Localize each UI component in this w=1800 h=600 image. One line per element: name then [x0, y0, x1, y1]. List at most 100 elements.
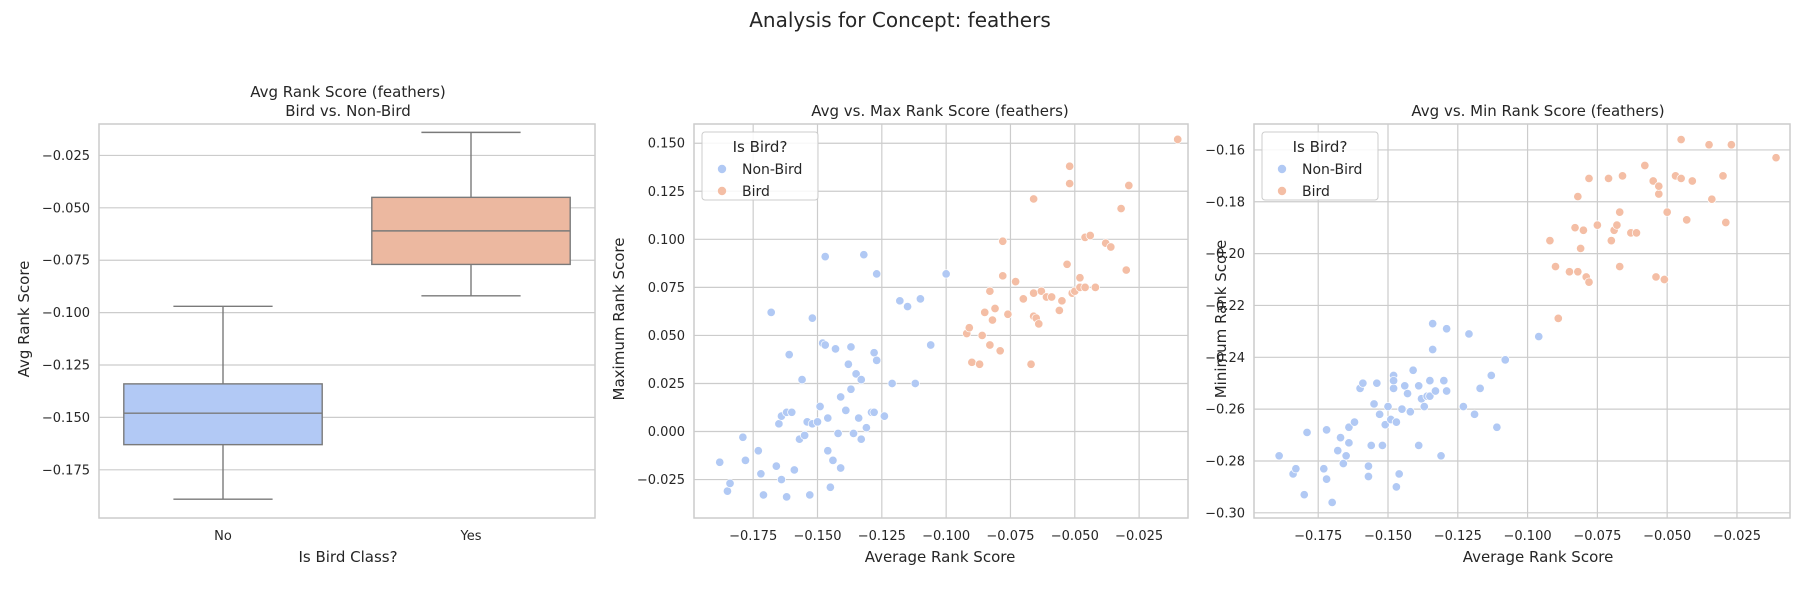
boxplot-ylabel: Avg Rank Score [15, 261, 33, 378]
point-bird [1003, 309, 1013, 319]
point-non-bird [1380, 420, 1390, 430]
point-bird [1584, 277, 1594, 287]
point-bird [1573, 192, 1583, 202]
scatter-min-xtick-label: −0.175 [1294, 529, 1342, 544]
point-non-bird [797, 375, 807, 385]
point-non-bird [1322, 474, 1332, 484]
point-non-bird [1405, 407, 1415, 417]
point-bird [980, 307, 990, 317]
point-bird [1029, 288, 1039, 298]
point-non-bird [1389, 383, 1399, 393]
scatter-max-ytick-label: −0.025 [637, 473, 685, 488]
scatter-max-frame [693, 123, 1189, 519]
point-non-bird [872, 355, 882, 365]
point-bird [1553, 313, 1563, 323]
point-non-bird [738, 432, 748, 442]
point-non-bird [1375, 409, 1385, 419]
point-bird [985, 340, 995, 350]
box-non-bird [123, 383, 323, 446]
point-bird [1029, 194, 1039, 204]
point-non-bird [843, 359, 853, 369]
point-non-bird [1394, 469, 1404, 479]
point-non-bird [869, 348, 879, 358]
point-bird [1592, 220, 1602, 230]
point-bird [1578, 225, 1588, 235]
scatter-min-legend-label: Bird [1302, 184, 1330, 200]
point-bird [1124, 180, 1134, 191]
boxplot-ytick-label: −0.025 [42, 149, 90, 164]
point-bird [987, 315, 998, 325]
scatter-max-ytick-label: 0.100 [648, 233, 685, 248]
point-bird [1054, 305, 1064, 315]
point-non-bird [887, 378, 897, 389]
point-non-bird [740, 455, 751, 465]
boxplot-xtick-label: No [214, 529, 232, 544]
point-bird [1576, 243, 1586, 253]
point-bird [1687, 176, 1697, 186]
point-non-bird [1366, 440, 1376, 450]
scatter-max-title: Avg vs. Max Rank Score (feathers) [811, 102, 1069, 120]
boxplot-ytick-label: −0.050 [42, 201, 90, 216]
scatter-max-xtick-label: −0.075 [986, 529, 1034, 544]
point-bird [1651, 272, 1661, 282]
point-bird [1173, 134, 1183, 144]
point-non-bird [872, 269, 882, 279]
point-non-bird [861, 423, 871, 433]
scatter-min-legend-box [1261, 131, 1379, 201]
scatter-min-xtick-label: −0.100 [1504, 529, 1552, 544]
scatter-max-legend-marker [717, 164, 727, 174]
scatter-min-xlabel: Average Rank Score [1463, 548, 1614, 566]
scatter-max-xtick-label: −0.025 [1115, 529, 1163, 544]
point-bird [1676, 135, 1686, 145]
scatter-min-frame [1253, 123, 1791, 519]
scatter-min-legend-marker [1277, 186, 1287, 196]
scatter-min-xtick-label: −0.150 [1364, 529, 1412, 544]
point-non-bird [784, 350, 794, 360]
boxplot-xlabel: Is Bird Class? [298, 548, 397, 566]
point-non-bird [856, 434, 866, 444]
point-non-bird [1425, 376, 1435, 386]
point-non-bird [1333, 446, 1343, 456]
point-non-bird [1402, 389, 1413, 399]
point-bird [1584, 173, 1594, 183]
point-non-bird [1291, 464, 1301, 474]
scatter-max-legend-box [701, 131, 819, 201]
point-bird [964, 323, 974, 333]
point-non-bird [1475, 383, 1485, 393]
scatter-max-panel: Avg vs. Max Rank Score (feathers) Averag… [610, 102, 1189, 566]
point-non-bird [836, 463, 846, 473]
point-non-bird [776, 475, 787, 485]
point-bird [1654, 189, 1664, 199]
scatter-min-ytick-label: −0.18 [1205, 195, 1245, 210]
point-non-bird [1486, 370, 1496, 380]
boxplot-ytick-label: −0.150 [42, 411, 90, 426]
point-bird [1631, 228, 1642, 238]
boxplot-xtick-label: Yes [460, 529, 482, 544]
point-non-bird [1383, 401, 1393, 412]
point-bird [1116, 204, 1126, 214]
boxplot-ytick-label: −0.100 [42, 306, 90, 321]
scatter-max-ylabel: Maximum Rank Score [610, 238, 628, 401]
scatter-min-ytick-label: −0.30 [1205, 506, 1245, 521]
point-non-bird [1302, 427, 1312, 438]
point-bird [977, 330, 987, 340]
point-non-bird [1338, 459, 1348, 469]
point-non-bird [846, 384, 856, 394]
point-non-bird [758, 490, 769, 500]
figure-suptitle: Analysis for Concept: feathers [749, 8, 1051, 32]
point-non-bird [1327, 497, 1337, 507]
point-bird [1771, 153, 1781, 163]
point-non-bird [823, 446, 833, 456]
point-non-bird [1363, 461, 1374, 471]
point-non-bird [1372, 378, 1382, 388]
boxplot-ytick-label: −0.075 [42, 254, 90, 269]
point-bird [1659, 274, 1669, 285]
point-non-bird [1534, 332, 1544, 342]
point-non-bird [1363, 471, 1374, 482]
scatter-min-xtick-label: −0.075 [1573, 529, 1621, 544]
scatter-min-ytick-label: −0.24 [1205, 351, 1245, 366]
scatter-max-xtick-label: −0.175 [729, 529, 777, 544]
scatter-min-xtick-label: −0.025 [1713, 529, 1761, 544]
point-bird [1570, 223, 1580, 233]
scatter-min-ytick-label: −0.28 [1205, 454, 1245, 469]
